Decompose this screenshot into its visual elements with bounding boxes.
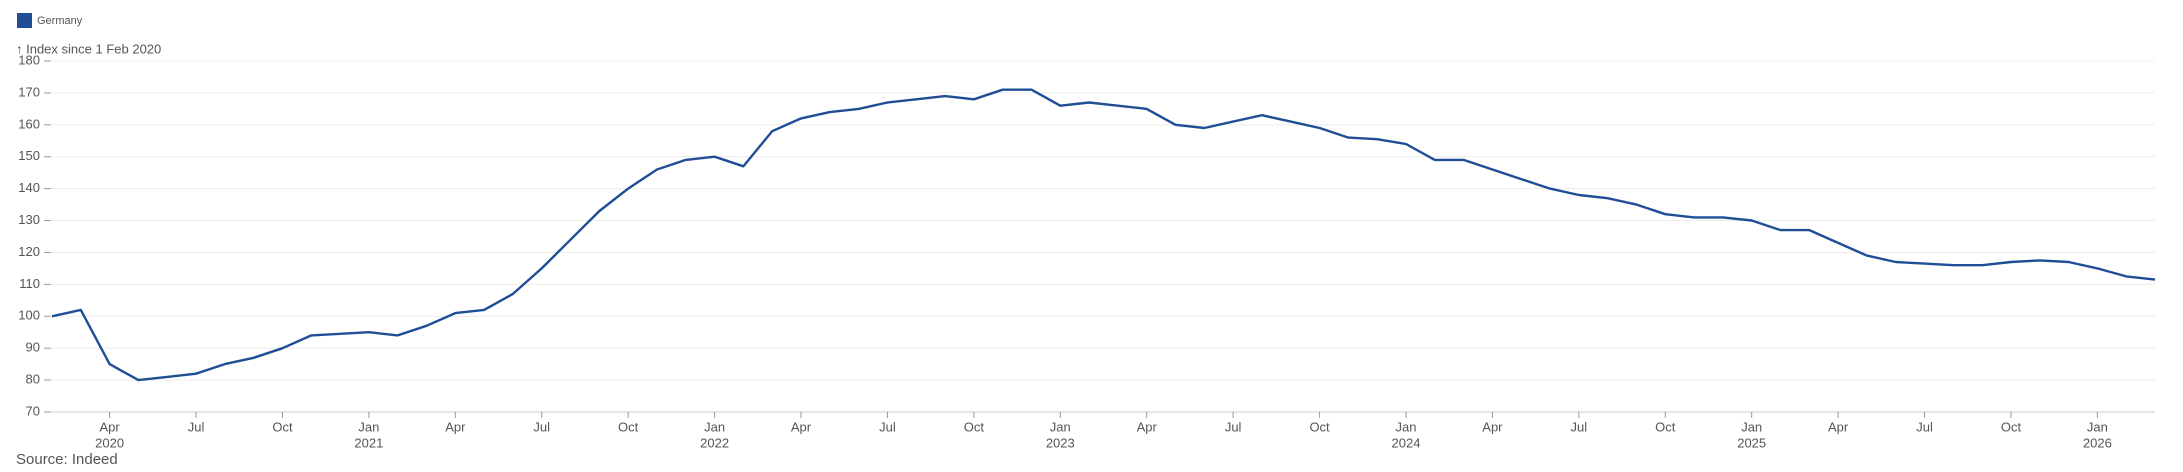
x-tick-label: Oct <box>2001 419 2022 434</box>
line <box>51 88 2156 382</box>
x-tick-label: Apr <box>791 419 812 434</box>
x-tick-label: Jul <box>533 419 550 434</box>
source: Source: Indeed <box>16 451 118 468</box>
x-tick-label: Oct <box>272 419 293 434</box>
x-tick-label: Jan <box>1396 419 1417 434</box>
x-tick-label: Oct <box>964 419 985 434</box>
x-tick-label: Apr <box>1482 419 1503 434</box>
x-tick-year: 2024 <box>1392 435 1421 450</box>
x-tick-year: 2020 <box>95 435 124 450</box>
x-tick-label: Jul <box>879 419 896 434</box>
x-tick-label: Apr <box>445 419 466 434</box>
x-tick-label: Oct <box>1655 419 1676 434</box>
x-tick-label: Jul <box>1916 419 1933 434</box>
y-tick-label: 100 <box>18 308 40 323</box>
y-tick-label: 160 <box>18 116 40 131</box>
y-tick-label: 140 <box>18 180 40 195</box>
y-tick-label: 90 <box>26 340 40 355</box>
x-tick-label: Oct <box>618 419 639 434</box>
x-tick-year: 2026 <box>2083 435 2112 450</box>
x-tick-label: Jan <box>704 419 725 434</box>
x-tick-label: Apr <box>1137 419 1158 434</box>
y-tick-label: 170 <box>18 84 40 99</box>
legend-label: Germany <box>37 15 83 27</box>
x-tick-label: Apr <box>99 419 120 434</box>
y-tick-label: 120 <box>18 244 40 259</box>
x-tick-year: 2021 <box>354 435 383 450</box>
y-tick-label: 130 <box>18 212 40 227</box>
y-tick-label: 180 <box>18 52 40 67</box>
x-tick-label: Jan <box>358 419 379 434</box>
y-tick-label: 150 <box>18 148 40 163</box>
legend-swatch <box>17 13 32 28</box>
x-tick-year: 2023 <box>1046 435 1075 450</box>
x-tick-year: 2022 <box>700 435 729 450</box>
x-tick-label: Jan <box>1050 419 1071 434</box>
x-tick-label: Jul <box>1571 419 1588 434</box>
x-tick-label: Oct <box>1309 419 1330 434</box>
y-tick-label: 70 <box>26 403 40 418</box>
y-axis-label: ↑ Index since 1 Feb 2020 <box>16 41 161 56</box>
y-tick-label: 80 <box>26 372 40 387</box>
x-tick-year: 2025 <box>1737 435 1766 450</box>
x-tick-label: Jul <box>188 419 205 434</box>
x-tick-label: Jan <box>1741 419 1762 434</box>
x-tick-label: Apr <box>1828 419 1849 434</box>
x-tick-label: Jan <box>2087 419 2108 434</box>
x-tick-label: Jul <box>1225 419 1242 434</box>
y-tick-label: 110 <box>19 276 40 291</box>
